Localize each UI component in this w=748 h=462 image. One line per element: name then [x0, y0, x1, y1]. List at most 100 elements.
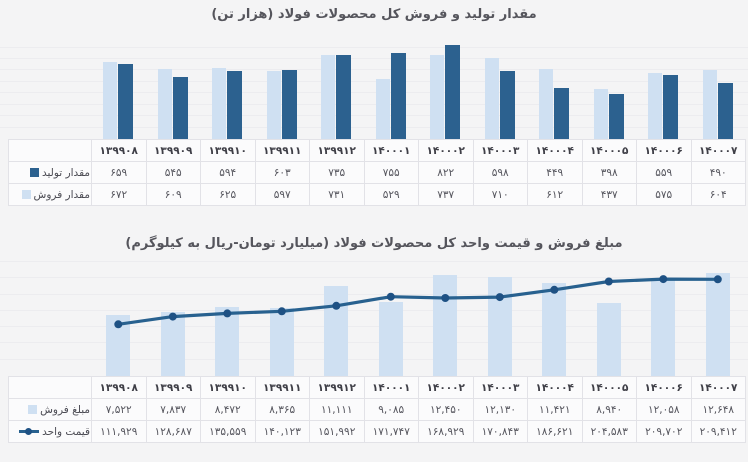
category-cell: ۱۳۹۹۱۲ — [309, 139, 365, 162]
unit-price-point[interactable] — [386, 292, 395, 301]
sales-amount-bar[interactable] — [378, 302, 403, 376]
unit-price-point[interactable] — [659, 275, 668, 284]
sales-volume-bar[interactable] — [103, 62, 118, 139]
sales-amount-value-cell: ۱۲,۴۵۰ — [418, 398, 474, 421]
sales-volume-value-cell: ۵۹۷ — [254, 183, 310, 206]
sales-amount-bar[interactable] — [215, 307, 240, 376]
sales-amount-bar[interactable] — [433, 274, 458, 376]
y-gridline — [0, 261, 748, 262]
sales-amount-bar[interactable] — [651, 277, 676, 376]
sales-amount-value-cell: ۷,۵۲۲ — [91, 398, 147, 421]
unit-price-point[interactable] — [223, 309, 232, 318]
production-volume-value-cell: ۵۵۹ — [636, 161, 692, 184]
unit-price-point[interactable] — [114, 320, 123, 329]
y-gridline — [0, 342, 748, 344]
table-corner-cell — [8, 139, 92, 162]
sales-volume-value-cell: ۶۲۵ — [200, 183, 256, 206]
sales-volume-bar[interactable] — [702, 69, 717, 139]
amount-price-table: ۱۳۹۹۰۸ ۱۳۹۹۰۹ ۱۳۹۹۱۰ ۱۳۹۹۱۱ ۱۳۹۹۱۲ ۱۴۰۰۰۱ ۱۴۰۰… — [8, 376, 746, 443]
y-gridline — [0, 92, 748, 94]
sales-volume-bar[interactable] — [375, 78, 390, 139]
unit-price-value-cell: ۱۳۵,۵۵۹ — [200, 420, 256, 443]
legend-inner: مقدار تولید — [10, 167, 90, 179]
sales-volume-value-cell: ۶۱۲ — [527, 183, 583, 206]
legend-inner: مقدار فروش — [10, 189, 90, 201]
production-volume-bar[interactable] — [499, 70, 515, 139]
category-cell: ۱۳۹۹۰۹ — [145, 376, 201, 399]
production-volume-value-cell: ۶۵۹ — [91, 161, 147, 184]
y-gridline — [0, 309, 748, 311]
sales-volume-value-cell: ۵۷۵ — [636, 183, 692, 206]
unit-price-value-cell: ۱۶۸,۹۲۹ — [418, 420, 474, 443]
sales-volume-bar[interactable] — [593, 89, 608, 139]
y-gridline — [0, 46, 748, 48]
sales-volume-bar[interactable] — [266, 70, 281, 139]
production-volume-bar[interactable] — [717, 82, 733, 139]
sales-amount-bar[interactable] — [269, 307, 294, 376]
y-gridline — [0, 293, 748, 295]
production-volume-bar[interactable] — [554, 87, 570, 139]
unit-price-point[interactable] — [277, 307, 286, 316]
category-cell: ۱۴۰۰۰۲ — [418, 376, 474, 399]
unit-price-point[interactable] — [604, 277, 613, 286]
sales-amount-value-cell: ۱۲,۶۴۸ — [690, 398, 746, 421]
sales-volume-bar[interactable] — [212, 67, 227, 139]
production-volume-value-cell: ۵۹۸ — [472, 161, 528, 184]
unit-price-line-chart[interactable] — [91, 258, 745, 376]
legend-cell-unit-price: قیمت واحد — [8, 420, 92, 443]
production-sales-plot — [0, 33, 748, 139]
unit-price-point[interactable] — [550, 285, 559, 294]
production-volume-bar[interactable] — [390, 52, 406, 139]
sales-amount-bar[interactable] — [596, 303, 621, 376]
sales-amount-bar[interactable] — [705, 273, 730, 376]
legend-cell-sales-amount: مبلغ فروش — [8, 398, 92, 421]
production-volume-bar[interactable] — [281, 70, 297, 139]
unit-price-line[interactable] — [118, 277, 718, 326]
sales-volume-value-cell: ۷۳۱ — [309, 183, 365, 206]
production-volume-bar[interactable] — [172, 76, 188, 139]
sales-amount-value-cell: ۸,۹۴۰ — [581, 398, 637, 421]
sales-amount-bar[interactable] — [160, 312, 185, 376]
production-volume-bar[interactable] — [118, 63, 134, 139]
unit-price-point[interactable] — [441, 294, 450, 302]
sales-volume-bar[interactable] — [539, 69, 554, 139]
production-volume-value-cell: ۴۴۹ — [527, 161, 583, 184]
sales-volume-value-cell: ۶۷۲ — [91, 183, 147, 206]
production-volume-bar[interactable] — [608, 93, 624, 139]
sales-amount-bar[interactable] — [542, 283, 567, 376]
production-volume-bar[interactable] — [336, 54, 352, 139]
sales-amount-value-cell: ۱۱,۱۱۱ — [309, 398, 365, 421]
unit-price-point[interactable] — [495, 293, 504, 302]
sales-volume-bar[interactable] — [430, 54, 445, 139]
sales-volume-bar[interactable] — [321, 55, 336, 139]
category-cell: ۱۴۰۰۰۷ — [690, 139, 746, 162]
category-cell: ۱۴۰۰۰۴ — [527, 376, 583, 399]
unit-price-value-cell: ۲۰۹,۷۰۲ — [636, 420, 692, 443]
line-dot-icon — [25, 428, 33, 435]
category-cell: ۱۴۰۰۰۶ — [636, 139, 692, 162]
sales-amount-value-cell: ۸,۴۷۲ — [200, 398, 256, 421]
category-cell: ۱۴۰۰۰۱ — [363, 139, 419, 162]
production-volume-bar[interactable] — [445, 45, 461, 139]
sales-amount-bar[interactable] — [324, 285, 349, 376]
unit-price-value-cell: ۱۷۱,۷۴۷ — [363, 420, 419, 443]
production-volume-bar[interactable] — [663, 75, 679, 139]
sales-volume-bar[interactable] — [157, 69, 172, 139]
category-row: ۱۳۹۹۰۸ ۱۳۹۹۰۹ ۱۳۹۹۱۰ ۱۳۹۹۱۱ ۱۳۹۹۱۲ ۱۴۰۰۰۱ ۱۴۰۰… — [8, 139, 746, 162]
unit-price-point[interactable] — [713, 275, 722, 284]
sales-volume-bar[interactable] — [648, 73, 663, 139]
category-cell: ۱۴۰۰۰۳ — [472, 139, 528, 162]
unit-price-point[interactable] — [332, 301, 341, 310]
category-cell: ۱۳۹۹۱۰ — [200, 376, 256, 399]
sales-volume-legend-square-icon — [21, 190, 31, 199]
category-cell: ۱۴۰۰۰۶ — [636, 376, 692, 399]
legend-label: قیمت واحد — [42, 425, 90, 438]
sales-volume-bar[interactable] — [484, 57, 499, 139]
sales-amount-value-cell: ۹,۰۸۵ — [363, 398, 419, 421]
unit-price-row: قیمت واحد ۱۱۱,۹۲۹ ۱۲۸,۶۸۷ ۱۳۵,۵۵۹ ۱۴۰,۱۲۳ ۱۵۱… — [8, 420, 746, 443]
sales-amount-value-cell: ۱۲,۰۵۸ — [636, 398, 692, 421]
sales-volume-value-cell: ۴۳۷ — [581, 183, 637, 206]
production-volume-bar[interactable] — [227, 71, 243, 139]
unit-price-point[interactable] — [168, 312, 177, 321]
